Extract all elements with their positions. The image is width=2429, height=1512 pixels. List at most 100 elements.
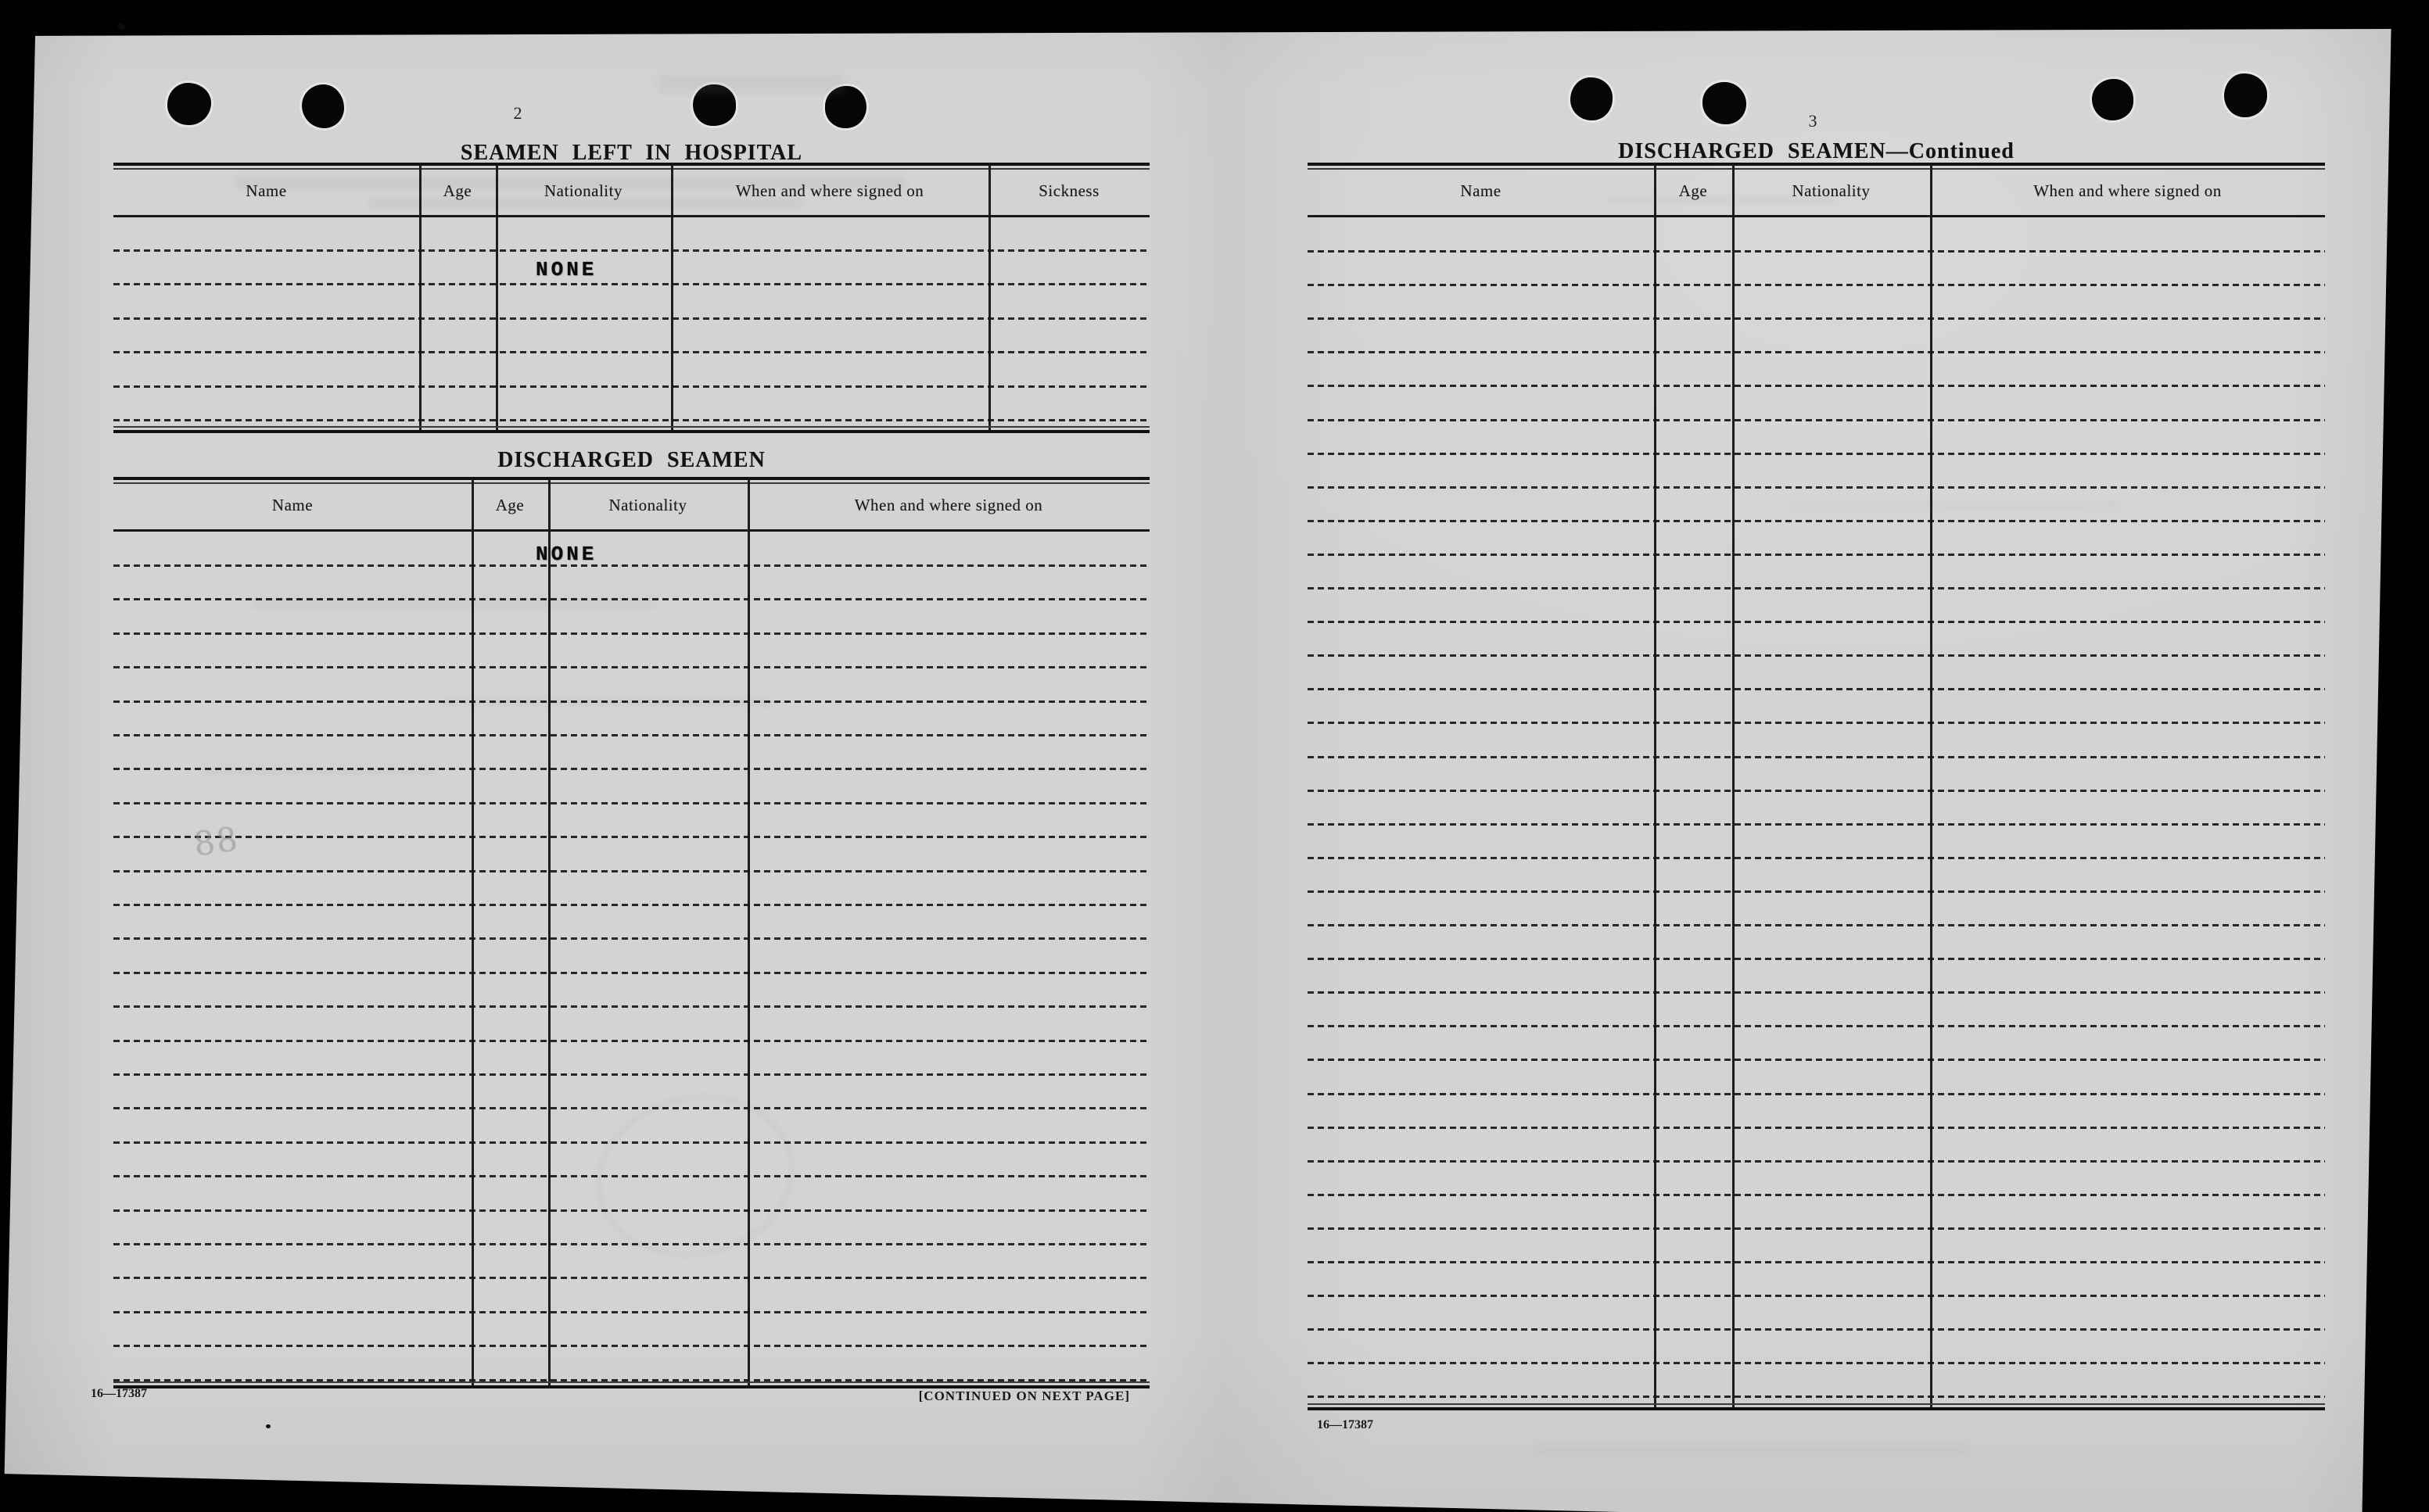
table-row-line (1308, 250, 2325, 253)
column-divider (1654, 165, 1656, 1407)
column-header-age: Age (495, 496, 525, 514)
table-row-line (1308, 385, 2325, 388)
typed-entry-none: NONE (536, 543, 597, 566)
punch-hole (693, 84, 736, 126)
column-divider (1930, 165, 1932, 1407)
table-row-line (113, 1277, 1150, 1280)
typed-entry-none: NONE (536, 258, 597, 281)
table-row-line (1308, 621, 2325, 624)
bleedthrough-smudge (1533, 1445, 1971, 1456)
table-row-line (1308, 1362, 2325, 1365)
table-row-line (1308, 452, 2325, 455)
column-header-signed-on: When and where signed on (735, 181, 924, 200)
table-row-line (1308, 722, 2325, 725)
left-page-number: 2 (513, 103, 522, 123)
table-row-line (1308, 1396, 2325, 1399)
table-row-line (113, 904, 1150, 906)
table-row-line (1308, 688, 2325, 691)
table-row-line (113, 1378, 1150, 1381)
pencil-annotation: 88 (191, 819, 242, 864)
table-row-line (113, 1243, 1150, 1245)
table-row-line (113, 869, 1150, 872)
table-row-line (113, 1005, 1150, 1009)
punch-hole (2092, 79, 2133, 120)
table-row-line (1308, 958, 2325, 961)
table-row-line (113, 249, 1150, 252)
header-underline (113, 215, 1150, 217)
table-row-line (113, 1345, 1150, 1348)
table-row-line (1308, 1193, 2325, 1196)
table-row-line (1308, 485, 2325, 489)
ink-speck (266, 1424, 271, 1428)
table-border-line (1308, 1407, 2325, 1410)
column-divider (671, 165, 673, 431)
table-row-line (113, 836, 1150, 839)
column-header-age: Age (1678, 181, 1708, 200)
column-divider (472, 479, 474, 1386)
discharged-continued-title: DISCHARGED SEAMEN—Continued (1618, 139, 2015, 163)
table-row-line (113, 632, 1150, 635)
table-border-line (113, 477, 1150, 480)
column-header-signed-on: When and where signed on (2033, 181, 2222, 200)
column-divider (548, 479, 551, 1386)
table-row-line (1308, 418, 2325, 421)
bleedthrough-smudge (1603, 195, 1838, 205)
column-divider (748, 479, 750, 1386)
form-number: 16—17387 (1317, 1418, 1373, 1431)
table-row-line (113, 937, 1150, 941)
table-row-line (113, 1107, 1150, 1110)
table-row-line (113, 768, 1150, 771)
column-header-nationality: Nationality (1792, 181, 1871, 200)
punch-hole (2224, 73, 2267, 117)
table-row-line (113, 283, 1150, 286)
table-row-line (1308, 654, 2325, 657)
table-row-line (1308, 1059, 2325, 1062)
scan-edge-top (0, 0, 2429, 36)
table-row-line (113, 351, 1150, 354)
table-row-line (113, 564, 1150, 567)
column-header-sickness: Sickness (1039, 181, 1100, 200)
table-row-line (1308, 924, 2325, 926)
table-border-line (1308, 168, 2325, 170)
punch-hole (1570, 77, 1613, 120)
table-row-line (113, 1310, 1150, 1313)
column-header-name: Name (246, 181, 287, 200)
column-divider (496, 165, 498, 431)
table-row-line (113, 971, 1150, 974)
column-header-nationality: Nationality (608, 496, 687, 514)
table-row-line (1308, 1261, 2325, 1263)
header-underline (113, 529, 1150, 532)
table-row-line (113, 419, 1150, 421)
table-border-line (113, 482, 1150, 484)
discharged-table-title: DISCHARGED SEAMEN (497, 448, 766, 472)
table-row-line (1308, 1025, 2325, 1028)
table-row-line (113, 1073, 1150, 1076)
table-row-line (113, 317, 1150, 320)
table-row-line (1308, 1092, 2325, 1095)
table-row-line (1308, 284, 2325, 287)
table-row-line (113, 385, 1150, 388)
punch-hole (825, 86, 866, 128)
table-border-line (113, 1385, 1150, 1388)
table-row-line (1308, 822, 2325, 826)
table-border-line (1308, 163, 2325, 166)
hospital-table: Name Age Nationality When and where sign… (113, 163, 1150, 433)
table-row-line (1308, 1159, 2325, 1163)
table-row-line (1308, 789, 2325, 792)
bleedthrough-smudge (657, 74, 845, 95)
table-row-line (113, 1175, 1150, 1178)
table-row-line (1308, 1227, 2325, 1230)
table-row-line (113, 1039, 1150, 1042)
table-row-line (1308, 1295, 2325, 1298)
continuation-note: [CONTINUED ON NEXT PAGE] (918, 1388, 1130, 1403)
punch-hole (167, 83, 211, 125)
column-header-name: Name (271, 496, 314, 514)
table-border-line (113, 163, 1150, 166)
table-row-line (1308, 317, 2325, 321)
punch-hole (1702, 82, 1746, 124)
table-border-line (113, 430, 1150, 433)
table-row-line (1308, 587, 2325, 589)
form-number: 16—17387 (91, 1387, 147, 1400)
table-row-line (1308, 755, 2325, 758)
